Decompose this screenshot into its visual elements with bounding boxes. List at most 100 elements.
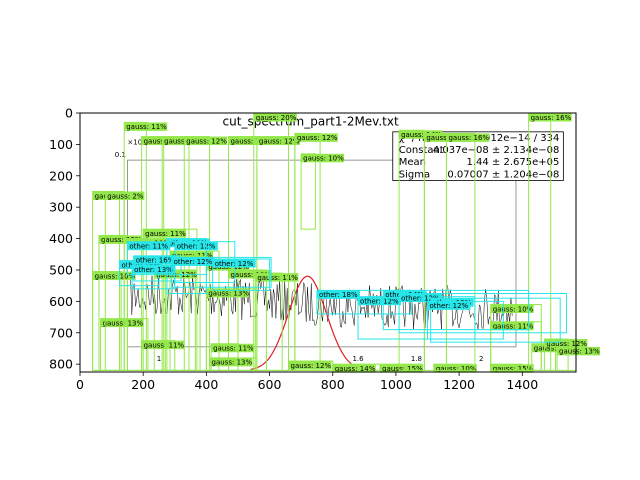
annotation-label: gauss: 14% [401, 131, 442, 139]
annotation-label: gauss: 10% [493, 305, 534, 313]
y-tick-label: 700 [49, 325, 73, 340]
annotation-label-bg [427, 301, 471, 310]
annotation-label: other: 12% [215, 260, 254, 268]
annotation-box [430, 297, 561, 343]
annotation-label-bg [528, 113, 572, 122]
annotation-label-bg [132, 265, 176, 274]
annotation-label-bg [209, 357, 253, 367]
annotation-label: gauss: 12% [297, 134, 338, 142]
annotation-label: gauss: 10% [230, 271, 271, 279]
annotation-label-bg [98, 235, 142, 244]
annotation-label-bg [544, 339, 588, 348]
x-tick-label: 200 [131, 377, 155, 392]
y-tick-label: 200 [49, 168, 73, 183]
inner-plot-title: cut_spectrum_part1-2Mev.txt [223, 115, 399, 129]
x-tick-label: 1000 [380, 377, 412, 392]
annotation-label: other: 12% [174, 258, 213, 266]
y-tick-label: 800 [49, 357, 73, 372]
annotation-label-bg [490, 304, 534, 314]
annotation-label-bg [301, 153, 345, 163]
annotation-label-bg [446, 133, 490, 142]
stats-label: Mean [399, 157, 426, 168]
annotation-label-bg [358, 296, 402, 306]
annotation-label: gauss: 2% [107, 192, 144, 200]
annotation-label-bg [256, 136, 300, 146]
annotation-label: other: 12% [360, 297, 399, 305]
annotation-label-bg [253, 113, 297, 122]
annotation-label: other: 11% [129, 243, 168, 251]
annotation-label: other: 12% [401, 294, 440, 302]
annotation-label: gauss: 15% [382, 365, 423, 373]
annotation-label: gauss: 16% [448, 134, 489, 142]
inner-y-exponent: ×10 [127, 138, 142, 146]
x-tick-label: 400 [194, 377, 218, 392]
inner-x-tick-label: 1.8 [411, 355, 422, 363]
stats-value: 1.912e−14 / 334 [475, 133, 560, 144]
annotation-label: gauss: 10% [95, 272, 136, 280]
annotation-label: gauss: 12% [230, 137, 271, 145]
annotation-label-bg [490, 321, 534, 331]
annotation-label-bg [211, 343, 255, 353]
annotation-box [398, 293, 568, 334]
annotation-label-bg [490, 364, 534, 373]
annotation-label: gauss: 12% [259, 137, 300, 145]
annotation-label-bg [133, 255, 177, 265]
annotation-label-bg [124, 122, 168, 131]
annotation-label-bg [105, 191, 145, 200]
annotation-label-bg [332, 364, 376, 373]
x-tick-label: 1400 [506, 377, 538, 392]
annotation-label-bg [100, 318, 144, 328]
axes-frame [79, 112, 577, 373]
annotation-label-bg [228, 269, 272, 279]
annotation-box [171, 256, 272, 288]
annotation-label: other: 13% [134, 266, 173, 274]
stats-value: 4.037e−08 ± 2.134e−08 [433, 145, 560, 156]
y-tick-label: 400 [49, 231, 73, 246]
annotation-label-bg [206, 288, 250, 298]
annotation-label-bg [288, 361, 332, 370]
x-tick-label: 0 [76, 377, 84, 392]
gaussian-fit-curve [250, 275, 365, 370]
inner-y-tick-label: 0.1 [115, 151, 126, 159]
x-axis: 0 200 400 600 800 1000 1200 1400 [76, 372, 538, 392]
stats-value: 0.07007 ± 1.204e−08 [447, 169, 559, 180]
annotation-label-bg [380, 364, 424, 373]
annotation-label: gauss: 11% [257, 274, 298, 282]
annotation-label: gauss: 11% [144, 341, 185, 349]
annotation-layer: gauss: 11% gauss: 12% gauss: 14% gauss: 12%… [92, 112, 601, 373]
annotation-label: gauss: 10% [303, 155, 344, 163]
annotation-label: gauss: 12% [186, 137, 227, 145]
stats-label: Sigma [399, 169, 430, 180]
annotation-label-bg [255, 273, 299, 282]
annotation-label-bg [531, 343, 575, 353]
annotation-label-bg [212, 258, 256, 268]
annotation-label: gauss: 13% [559, 348, 600, 356]
y-tick-label: 0 [65, 106, 73, 121]
annotation-label: gauss: 13% [208, 290, 249, 298]
annotation-label: gauss: 16% [531, 114, 572, 122]
annotation-label: other: 18% [319, 291, 358, 299]
annotation-label-bg [174, 241, 218, 251]
annotation-label-bg [171, 257, 215, 266]
annotation-label: gauss: 20% [256, 114, 297, 122]
annotation-label: gauss: 11% [126, 123, 167, 131]
annotation-label: gauss: 11% [213, 345, 254, 353]
annotation-label: gauss: 12% [101, 236, 142, 244]
annotation-label-bg [399, 293, 443, 303]
annotation-label: gauss: 15% [493, 365, 534, 373]
x-tick-label: 600 [258, 377, 282, 392]
annotation-label: gauss: 12% [546, 340, 587, 348]
annotation-label-bg [143, 229, 187, 238]
y-tick-label: 600 [49, 294, 73, 309]
annotation-label-bg [399, 130, 443, 139]
annotation-label-bg [228, 136, 272, 146]
stats-label: Constant [399, 145, 444, 156]
annotation-label: gauss: 11% [493, 323, 534, 331]
annotation-label: gauss: 14% [335, 365, 376, 373]
annotation-label: other: 12% [177, 243, 216, 251]
annotation-label: other: 12% [430, 302, 469, 310]
annotation-label: other: 16% [136, 257, 175, 265]
y-tick-label: 100 [49, 137, 73, 152]
annotation-label: gauss: 10% [436, 365, 477, 373]
